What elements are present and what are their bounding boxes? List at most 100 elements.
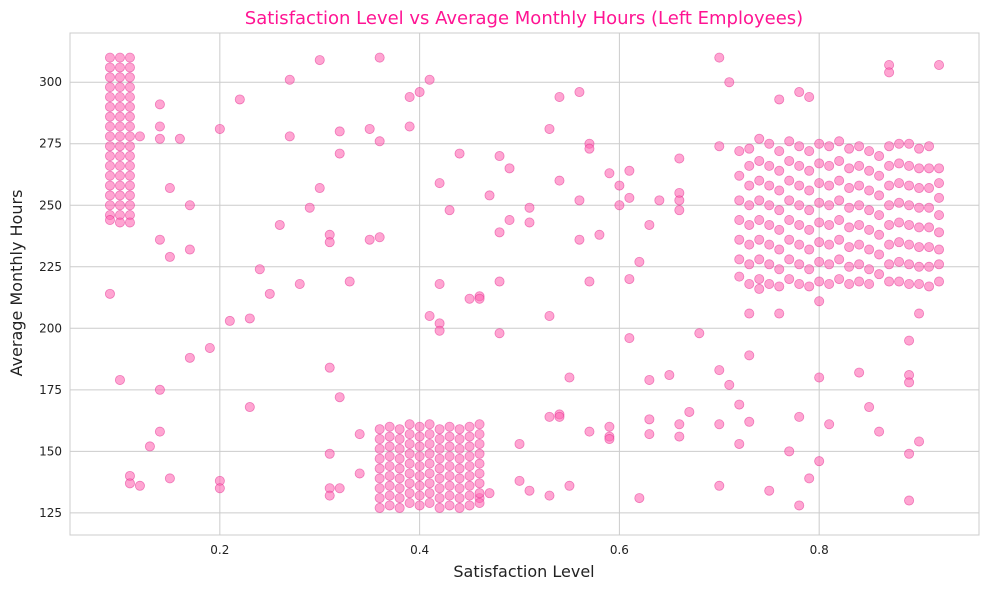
scatter-point [444,470,455,481]
axes-frame [69,32,980,536]
scatter-point [864,146,875,157]
scatter-point [734,195,745,206]
scatter-point [824,259,835,270]
scatter-point [434,473,445,484]
scatter-point [934,210,945,221]
scatter-point [874,269,885,280]
scatter-point [714,419,725,430]
scatter-point [124,180,135,191]
scatter-point [404,121,415,132]
scatter-point [114,72,125,83]
scatter-point [114,151,125,162]
scatter-point [754,283,765,294]
scatter-point [814,372,825,383]
y-axis-label: Average Monthly Hours [7,190,26,377]
scatter-point [914,278,925,289]
scatter-point [904,200,915,211]
scatter-point [154,121,165,132]
scatter-point [914,222,925,233]
scatter-point [404,458,415,469]
scatter-point [604,421,615,432]
scatter-point [424,468,435,479]
scatter-point [494,151,505,162]
scatter-point [774,308,785,319]
scatter-point [604,434,615,445]
scatter-point [104,131,115,142]
scatter-point [394,483,405,494]
scatter-point [414,421,425,432]
scatter-point [414,490,425,501]
scatter-point [814,158,825,169]
scatter-point [444,461,455,472]
scatter-point [794,411,805,422]
points-layer [104,52,945,513]
scatter-point [804,205,815,216]
scatter-point [874,249,885,260]
scatter-point [864,402,875,413]
scatter-point [434,443,445,454]
scatter-point [854,367,865,378]
scatter-point [114,374,125,385]
scatter-point [124,170,135,181]
scatter-point [444,441,455,452]
scatter-point [814,276,825,287]
scatter-point [374,232,385,243]
scatter-point [884,180,895,191]
scatter-point [434,424,445,435]
scatter-point [494,276,505,287]
scatter-point [764,180,775,191]
scatter-point [744,180,755,191]
scatter-point [934,192,945,203]
scatter-point [464,490,475,501]
scatter-point [454,502,465,513]
scatter-point [934,276,945,287]
scatter-point [784,446,795,457]
scatter-point [544,490,555,501]
scatter-point [784,195,795,206]
scatter-point [154,234,165,245]
scatter-point [394,453,405,464]
scatter-point [934,227,945,238]
scatter-point [234,94,245,105]
scatter-point [824,219,835,230]
scatter-point [474,498,485,509]
scatter-point [104,141,115,152]
scatter-point [784,136,795,147]
scatter-point [844,143,855,154]
scatter-point [104,215,115,226]
scatter-point [474,458,485,469]
scatter-point [554,175,565,186]
scatter-point [204,342,215,353]
scatter-point [434,483,445,494]
scatter-point [754,195,765,206]
scatter-point [454,453,465,464]
scatter-point [524,202,535,213]
scatter-point [104,151,115,162]
scatter-point [894,276,905,287]
scatter-point [834,136,845,147]
scatter-point [394,443,405,454]
scatter-point [394,493,405,504]
scatter-point [824,419,835,430]
scatter-point [834,254,845,265]
scatter-point [454,443,465,454]
scatter-point [674,153,685,164]
scatter-point [814,197,825,208]
scatter-point [804,473,815,484]
scatter-point [644,414,655,425]
scatter-point [554,411,565,422]
scatter-point [444,451,455,462]
scatter-point [104,82,115,93]
scatter-point [904,448,915,459]
scatter-point [514,438,525,449]
scatter-point [934,259,945,270]
scatter-point [884,239,895,250]
scatter-point [734,234,745,245]
scatter-point [384,490,395,501]
scatter-point [774,224,785,235]
scatter-point [454,148,465,159]
scatter-point [924,183,935,194]
scatter-point [774,94,785,105]
scatter-point [864,205,875,216]
